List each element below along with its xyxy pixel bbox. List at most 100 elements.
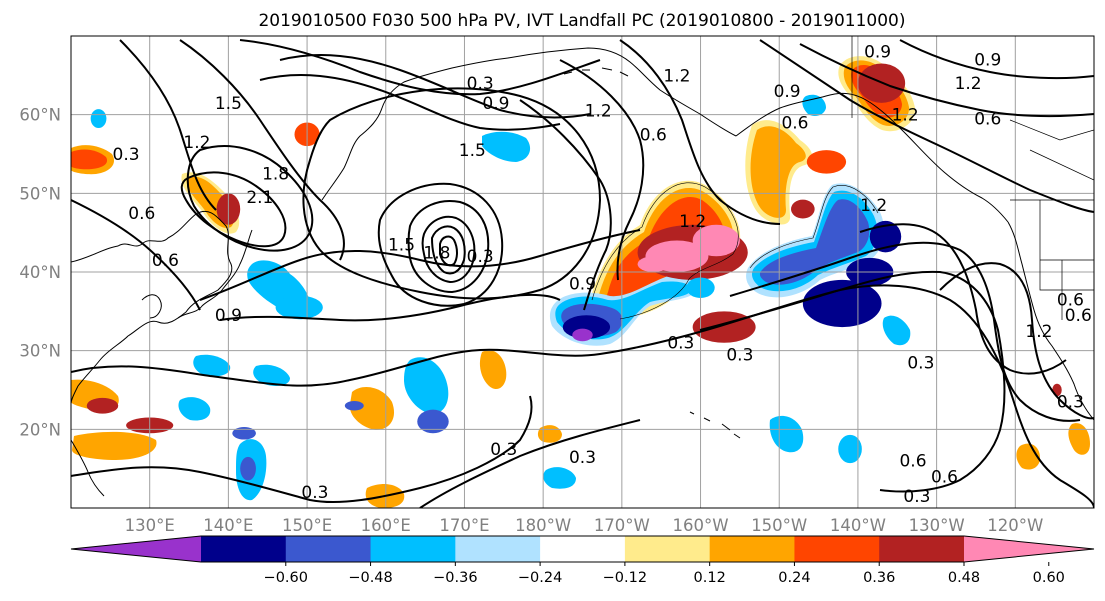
coastline-japan	[177, 229, 253, 319]
figure-title: 2019010500 F030 500 hPa PV, IVT Landfall…	[258, 11, 905, 31]
contour-label: 0.9	[482, 94, 509, 114]
shaded-core-4	[692, 311, 756, 343]
shaded-core-10	[806, 150, 847, 174]
colorbar-outline	[70, 535, 1095, 563]
coastline-aleutians	[507, 47, 737, 137]
colorbar-segment	[285, 536, 372, 562]
neg-anomaly-northeast-pacific-royal	[759, 199, 870, 285]
contour-label: 0.3	[667, 334, 694, 354]
contour-label: 1.2	[955, 74, 982, 94]
neg-anomaly-far-east	[882, 315, 911, 346]
contour-1.2-east	[859, 223, 1067, 375]
contour-0.9-north	[119, 39, 217, 211]
neg-anomaly-hawaii-east	[769, 415, 804, 453]
coastline-kamchatka	[321, 57, 509, 201]
contour-0.3-tropics	[419, 419, 641, 508]
contour-1.2-japan	[179, 39, 345, 261]
shaded-core-13	[802, 279, 882, 328]
contour-label: 0.3	[569, 448, 596, 468]
shaded-core-15	[869, 220, 902, 253]
contour-0.6-east	[699, 270, 1006, 493]
border-states	[1039, 200, 1094, 320]
lon-tick-label: 180°W	[515, 516, 571, 535]
shaded-core-23	[838, 434, 862, 464]
colorbar-segment	[794, 536, 880, 562]
shaded-core-3	[692, 224, 740, 257]
contour-label: 1.2	[663, 66, 690, 86]
contour-1.8-japan	[180, 171, 287, 248]
pv-contours	[71, 39, 1094, 508]
contour-1.5-low	[407, 200, 490, 294]
latitude-axis: 20°N 30°N 40°N 50°N 60°N	[19, 106, 61, 440]
contour-label: 1.2	[860, 196, 887, 216]
contour-label: 0.3	[726, 346, 753, 366]
contour-label: 0.3	[113, 145, 140, 165]
contour-label: 0.9	[774, 82, 801, 102]
neg-anomaly-tropic-mid-3	[543, 467, 576, 489]
contour-0.3-south	[71, 284, 1094, 508]
colorbar-tick-label: 0.24	[778, 570, 810, 586]
contour-0.9-north-2	[259, 74, 561, 131]
contour-label: 1.2	[585, 102, 612, 122]
contour-0.6-low-inner	[439, 235, 458, 267]
neg-anomaly-tropic-mid-2	[253, 364, 290, 386]
pos-anomaly-south-west-2	[72, 431, 157, 460]
colorbar-extend-min	[71, 536, 201, 562]
lat-tick-label: 40°N	[19, 263, 61, 282]
colorbar-tick-label: 0.48	[948, 570, 980, 586]
lat-tick-label: 20°N	[19, 420, 61, 439]
contour-1.5-north	[279, 54, 591, 119]
coastline-north-america	[1007, 221, 1094, 421]
contour-label: 0.3	[301, 483, 328, 503]
shaded-core-25	[90, 109, 107, 129]
contour-0.9-low-inner	[430, 225, 466, 275]
contour-0.6-alaska	[899, 39, 1094, 80]
contour-label: 1.2	[679, 212, 706, 232]
contour-0.3-low-big	[302, 87, 602, 300]
pos-anomaly-gulf-of-alaska-orange	[750, 126, 806, 218]
colorbar-extend-max	[964, 536, 1094, 562]
contour-label: 0.3	[1057, 393, 1084, 413]
neg-anomaly-tropic-west	[178, 397, 211, 421]
contour-label: 1.5	[388, 235, 415, 255]
coastline-korea	[141, 294, 162, 319]
shaded-core-7	[86, 397, 119, 414]
shaded-core-18	[232, 426, 256, 440]
contour-label: 0.6	[931, 467, 958, 487]
outline-negative-ne	[749, 185, 879, 269]
lon-tick-label: 140°W	[830, 516, 886, 535]
contour-1.2-low	[421, 215, 476, 284]
coastlines	[71, 47, 1094, 497]
outline-central	[591, 182, 739, 320]
contour-label: 0.6	[1065, 306, 1092, 326]
colorbar-tick-label: 0.60	[1033, 570, 1065, 586]
contour-1.5-japan	[186, 145, 314, 252]
lat-tick-label: 50°N	[19, 184, 61, 203]
shaded-core-19	[344, 401, 364, 411]
coastline-alaska	[735, 92, 1009, 223]
contour-label: 1.5	[459, 141, 486, 161]
contour-label: 1.8	[423, 243, 450, 263]
contour-label: 0.6	[152, 251, 179, 271]
contour-label: 1.2	[892, 106, 919, 126]
colorbar-tick-label: −0.36	[433, 570, 477, 586]
contour-0.6-mid	[199, 229, 641, 301]
contour-label: 0.6	[1057, 290, 1084, 310]
shaded-core-9	[791, 199, 815, 219]
pos-anomaly-tropics-2	[479, 350, 507, 390]
contour-1.8-low	[377, 182, 504, 307]
contour-1.5-ridge	[619, 39, 781, 225]
lon-tick-label: 170°W	[594, 516, 650, 535]
colorbar-tick-label: 0.12	[694, 570, 726, 586]
contour-label: 0.3	[467, 247, 494, 267]
contour-label: 0.6	[640, 125, 667, 145]
lat-tick-label: 30°N	[19, 342, 61, 361]
contour-label: 0.6	[899, 452, 926, 472]
lon-tick-label: 150°W	[751, 516, 807, 535]
shaded-core-22	[275, 295, 323, 320]
contour-label: 1.2	[183, 133, 210, 153]
contour-0.9-ridge	[519, 99, 612, 311]
shaded-core-17	[572, 328, 593, 342]
coastline-philippines	[71, 439, 105, 497]
